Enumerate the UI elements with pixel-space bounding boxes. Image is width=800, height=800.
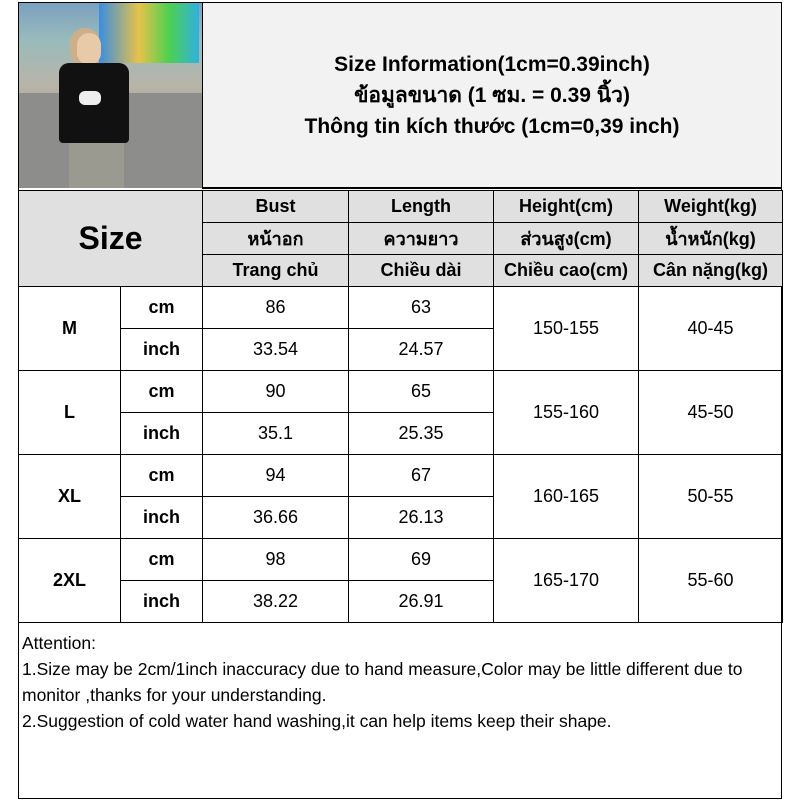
unit-inch: inch (120, 496, 203, 539)
bust-inch: 35.1 (202, 412, 349, 455)
height-range: 165-170 (493, 538, 639, 623)
header-weight-thai: น้ำหนัก(kg) (638, 222, 783, 255)
unit-cm: cm (120, 286, 203, 329)
length-cm: 67 (348, 454, 494, 497)
unit-cm: cm (120, 370, 203, 413)
size-label: M (18, 286, 121, 371)
size-row-cm: XL cm 94 67 160-165 50-55 (18, 454, 783, 539)
bust-inch: 38.22 (202, 580, 349, 623)
length-cm: 65 (348, 370, 494, 413)
unit-inch: inch (120, 580, 203, 623)
size-label: 2XL (18, 538, 121, 623)
weight-range: 50-55 (638, 454, 783, 539)
size-row-inch: inch 33.54 24.57 (19, 328, 783, 371)
height-range: 160-165 (493, 454, 639, 539)
size-info-title: Size Information(1cm=0.39inch) ข้อมูลขนา… (202, 3, 781, 189)
header-bust-vi: Trang chủ (202, 254, 349, 287)
unit-inch: inch (120, 328, 203, 371)
weight-range: 55-60 (638, 538, 783, 623)
bust-cm: 98 (202, 538, 349, 581)
size-row-cm: 2XL cm 98 69 165-170 55-60 (18, 538, 783, 623)
notes-heading: Attention: (22, 633, 96, 653)
header-weight: Weight(kg) (638, 190, 783, 223)
note-item: 1.Size may be 2cm/1inch inaccuracy due t… (22, 659, 743, 705)
header-bust: Bust (202, 190, 349, 223)
height-range: 155-160 (493, 370, 639, 455)
bust-inch: 36.66 (202, 496, 349, 539)
bust-cm: 90 (202, 370, 349, 413)
header-bust-thai: หน้าอก (202, 222, 349, 255)
weight-range: 40-45 (638, 286, 783, 371)
length-cm: 63 (348, 286, 494, 329)
bust-cm: 94 (202, 454, 349, 497)
unit-cm: cm (120, 454, 203, 497)
length-inch: 26.13 (348, 496, 494, 539)
size-row-inch: inch 35.1 25.35 (19, 412, 783, 455)
photo-background-building (99, 3, 199, 63)
length-cm: 69 (348, 538, 494, 581)
length-inch: 25.35 (348, 412, 494, 455)
title-vietnamese: Thông tin kích thước (1cm=0,39 inch) (304, 114, 680, 138)
title-english: Size Information(1cm=0.39inch) (334, 52, 650, 76)
weight-range: 45-50 (638, 370, 783, 455)
unit-inch: inch (120, 412, 203, 455)
photo-model-head (77, 33, 101, 65)
size-label: L (18, 370, 121, 455)
photo-cat-print (79, 91, 101, 105)
size-table: Size Bust Length Height(cm) Weight(kg) ห… (18, 190, 783, 623)
length-inch: 26.91 (348, 580, 494, 623)
header-length-vi: Chiều dài (348, 254, 494, 287)
size-row-inch: inch 38.22 26.91 (19, 580, 783, 623)
bust-cm: 86 (202, 286, 349, 329)
header-length-thai: ความยาว (348, 222, 494, 255)
size-header: Size (18, 190, 203, 287)
size-label: XL (18, 454, 121, 539)
header-weight-vi: Cân nặng(kg) (638, 254, 783, 287)
header-row-english: Size Bust Length Height(cm) Weight(kg) (18, 190, 783, 287)
header-height: Height(cm) (493, 190, 639, 223)
header-height-thai: ส่วนสูง(cm) (493, 222, 639, 255)
length-inch: 24.57 (348, 328, 494, 371)
height-range: 150-155 (493, 286, 639, 371)
attention-notes: Attention: 1.Size may be 2cm/1inch inacc… (19, 628, 781, 798)
note-item: 2.Suggestion of cold water hand washing,… (22, 711, 612, 731)
product-photo (19, 3, 202, 188)
photo-camo-pants (69, 143, 124, 188)
header-length: Length (348, 190, 494, 223)
bust-inch: 33.54 (202, 328, 349, 371)
header-row-vietnamese: Trang chủ Chiều dài Chiều cao(cm) Cân nặ… (19, 254, 783, 287)
size-row-inch: inch 36.66 26.13 (19, 496, 783, 539)
header-height-vi: Chiều cao(cm) (493, 254, 639, 287)
unit-cm: cm (120, 538, 203, 581)
title-thai: ข้อมูลขนาด (1 ซม. = 0.39 นิ้ว) (354, 83, 630, 107)
